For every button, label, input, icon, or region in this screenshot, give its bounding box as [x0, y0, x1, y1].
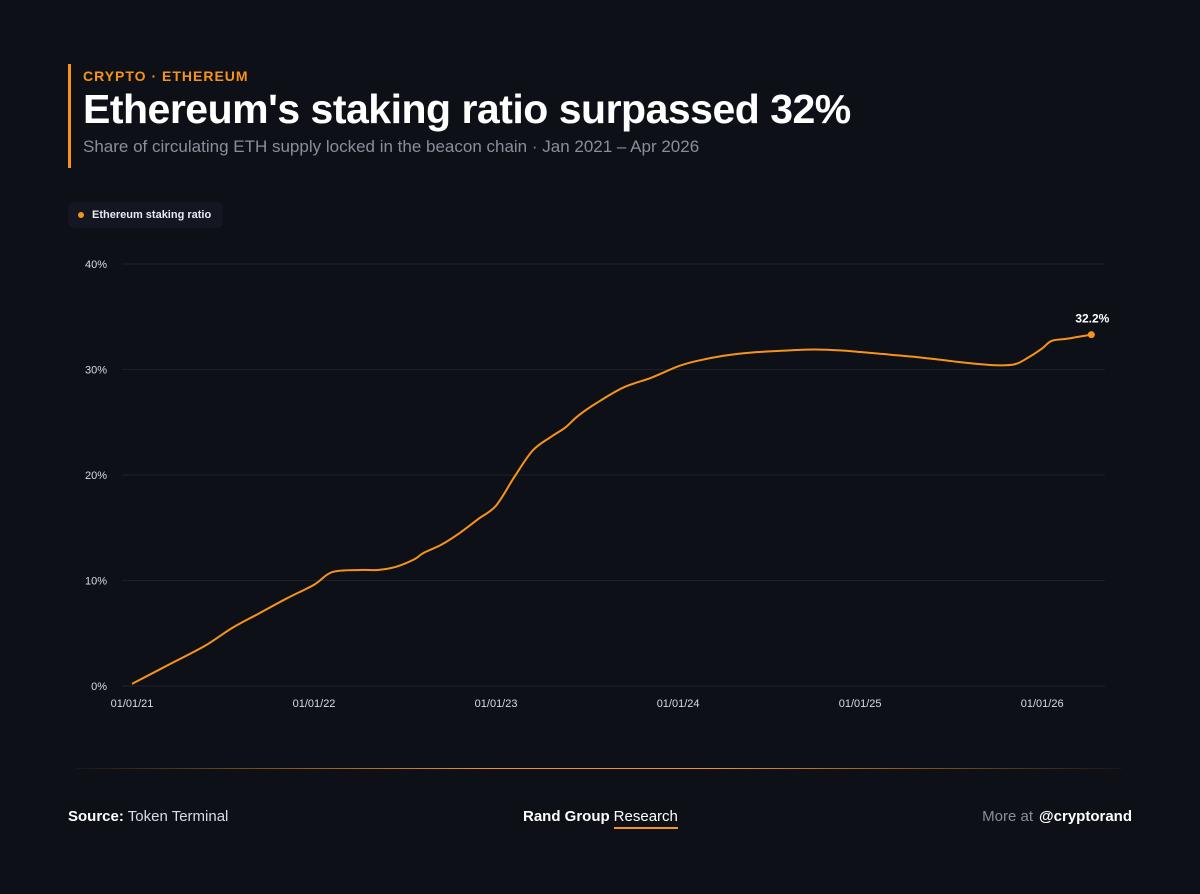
brand-name: Rand Group	[523, 808, 610, 825]
legend-label: Ethereum staking ratio	[92, 209, 212, 221]
source-credit: Source: Token Terminal	[68, 808, 228, 825]
more-label: More at	[982, 808, 1034, 825]
legend-dot-icon	[78, 212, 84, 218]
category-kicker: CRYPTO · ETHEREUM	[83, 68, 249, 84]
social-handle[interactable]: @cryptorand	[1039, 808, 1132, 825]
more-link[interactable]: More at @cryptorand	[982, 808, 1132, 825]
y-tick-label: 10%	[85, 576, 107, 588]
source-value: Token Terminal	[127, 808, 229, 825]
y-tick-label: 20%	[85, 470, 107, 482]
footer: Source: Token Terminal Rand Group Researc…	[68, 808, 1132, 829]
chart-title: Ethereum's staking ratio surpassed 32%	[83, 86, 851, 132]
y-tick-label: 40%	[85, 259, 107, 271]
x-tick-label: 01/01/21	[111, 698, 154, 710]
x-tick-label: 01/01/25	[839, 698, 882, 710]
end-point-marker	[1087, 331, 1095, 339]
x-tick-label: 01/01/26	[1021, 698, 1064, 710]
y-tick-label: 30%	[85, 365, 107, 377]
footer-divider	[76, 768, 1122, 769]
brand-suffix: Research	[613, 808, 678, 829]
x-tick-label: 01/01/24	[657, 698, 700, 710]
end-value-label: 32.2%	[1075, 312, 1109, 326]
series-line	[131, 333, 1092, 685]
x-tick-label: 01/01/22	[293, 698, 336, 710]
brand[interactable]: Rand Group Research	[523, 808, 678, 829]
source-label: Source:	[68, 808, 124, 825]
legend[interactable]: Ethereum staking ratio	[68, 202, 224, 228]
x-tick-label: 01/01/23	[475, 698, 518, 710]
header: CRYPTO · ETHEREUM Ethereum's staking rat…	[68, 64, 1142, 168]
chart-subtitle: Share of circulating ETH supply locked i…	[83, 137, 700, 156]
y-tick-label: 0%	[91, 681, 107, 693]
